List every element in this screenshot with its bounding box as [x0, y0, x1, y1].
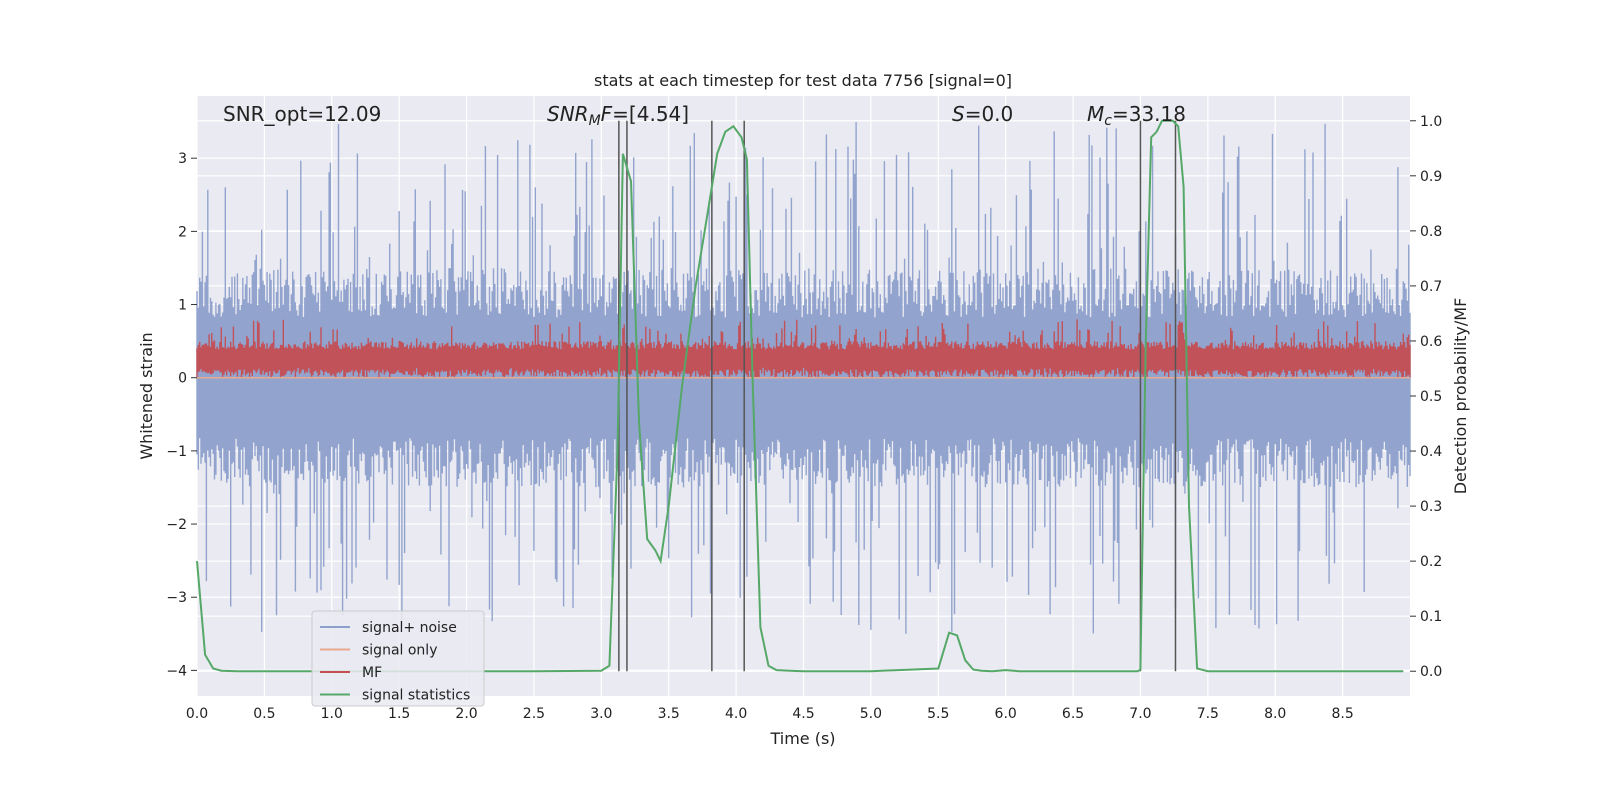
legend: signal+ noise signal only MF signal statist…	[311, 610, 485, 707]
x-tick-label: 0.5	[253, 706, 275, 722]
stat-annotation: S=0.0	[952, 102, 1013, 126]
x-tick-label: 0.0	[186, 706, 208, 722]
y-right-tick-label: 0.3	[1420, 499, 1442, 515]
axis-layer: 0.0 0.5 1.0 1.5 2.0 2.5 3.0 3.5 4.0 4.5 5.0 5.5 6.0 6…	[166, 114, 1442, 722]
y-right-tick-label: 0.6	[1420, 334, 1442, 350]
y-right-tick-label: 0.1	[1420, 609, 1442, 625]
x-tick-label: 5.5	[927, 706, 949, 722]
y-right-tick-label: 0.2	[1420, 554, 1442, 570]
y-right-tick-label: 0.8	[1420, 224, 1442, 240]
y-right-tick-label: 0.9	[1420, 169, 1442, 185]
x-tick-label: 8.5	[1331, 706, 1353, 722]
legend-label: MF	[362, 665, 382, 681]
y-left-tick-label: 1	[178, 298, 187, 314]
x-tick-label: 7.5	[1197, 706, 1219, 722]
x-tick-label: 1.0	[321, 706, 343, 722]
x-tick-label: 6.5	[1062, 706, 1084, 722]
x-tick-label: 4.5	[792, 706, 814, 722]
legend-box	[311, 610, 485, 707]
stat-layer	[196, 119, 1404, 673]
x-tick-label: 4.0	[725, 706, 747, 722]
x-tick-label: 8.0	[1264, 706, 1286, 722]
stat-annotation: SNR_opt=12.09	[223, 102, 381, 126]
y-right-tick-label: 0.7	[1420, 279, 1442, 295]
x-tick-label: 3.0	[590, 706, 612, 722]
stat-annotation: SNRMF=[4.54]	[547, 102, 689, 129]
y-left-tick-label: 3	[178, 151, 187, 167]
y-axis-left-label: Whitened strain	[137, 332, 156, 459]
annotation-layer: SNR_opt=12.09 SNRMF=[4.54] S=0.0 Mc=33.18	[223, 102, 1186, 129]
legend-label: signal+ noise	[362, 620, 457, 636]
y-left-tick-label: −1	[166, 444, 187, 460]
legend-label: signal statistics	[362, 688, 470, 704]
y-left-tick-label: −3	[166, 590, 187, 606]
y-right-tick-label: 0.0	[1420, 664, 1442, 680]
x-tick-label: 1.5	[388, 706, 410, 722]
x-axis-label: Time (s)	[769, 729, 835, 748]
y-right-tick-label: 1.0	[1420, 114, 1442, 130]
y-left-tick-label: 2	[178, 224, 187, 240]
legend-label: signal only	[362, 643, 437, 659]
y-left-tick-label: −4	[166, 663, 187, 679]
stat-annotation: Mc=33.18	[1087, 102, 1186, 129]
x-tick-label: 3.5	[658, 706, 680, 722]
x-tick-label: 2.5	[523, 706, 545, 722]
chart-title: stats at each timestep for test data 775…	[594, 71, 1012, 90]
signal-statistics-series	[196, 119, 1404, 673]
x-tick-label: 6.0	[995, 706, 1017, 722]
y-axis-right-label: Detection probability/MF	[1451, 298, 1470, 495]
x-tick-label: 7.0	[1129, 706, 1151, 722]
y-right-tick-label: 0.5	[1420, 389, 1442, 405]
y-left-tick-label: 0	[178, 371, 187, 387]
x-tick-label: 2.0	[455, 706, 477, 722]
y-left-tick-label: −2	[166, 517, 187, 533]
x-tick-label: 5.0	[860, 706, 882, 722]
y-right-tick-label: 0.4	[1420, 444, 1442, 460]
